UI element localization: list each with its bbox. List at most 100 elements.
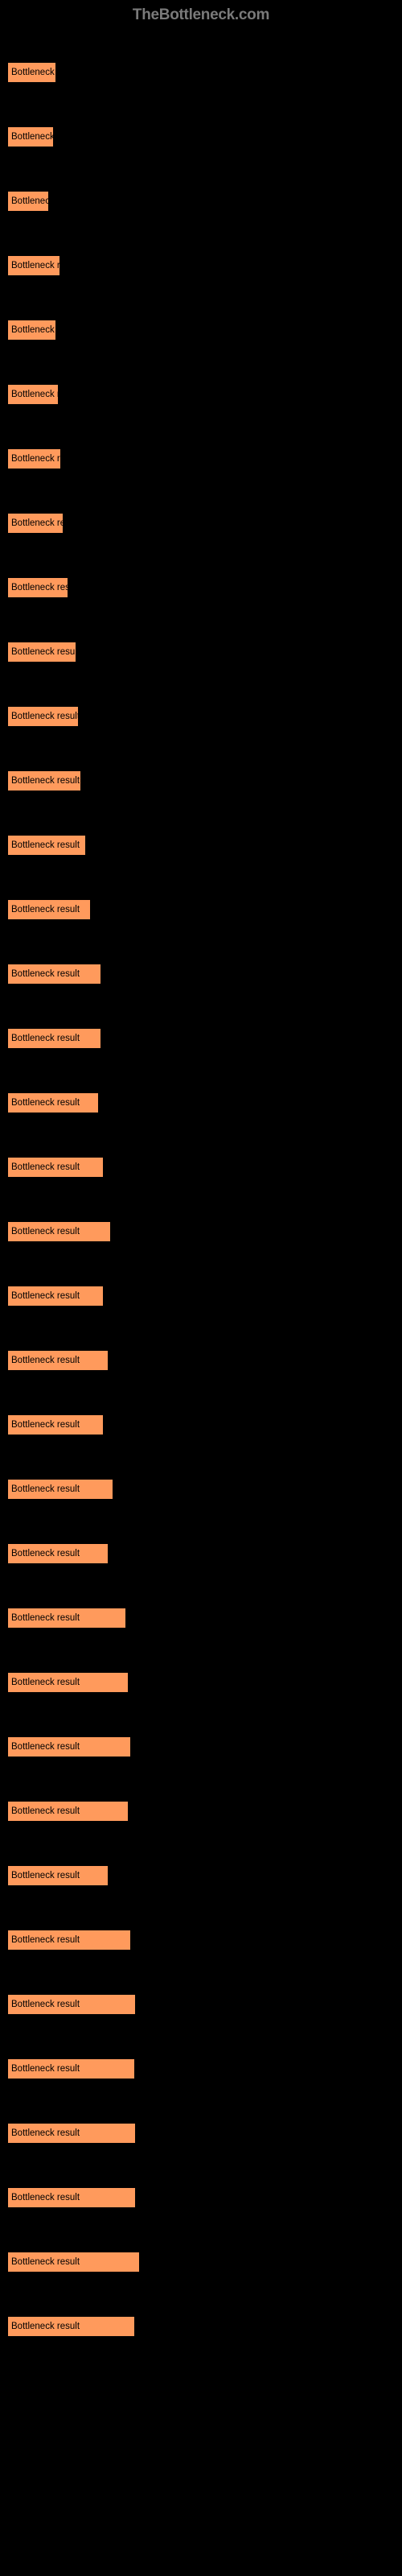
bar-caption: Bottleneck result of Intel Core2 Duo E85… (8, 1777, 394, 1798)
site-title: TheBottleneck.com (8, 6, 394, 24)
bar-track: Bottleneck result51% (8, 1995, 394, 2014)
bar-inner-label: Bottleneck result (11, 2124, 138, 2143)
bar-caption: Bottleneck result of Intel Core2 Duo E85… (8, 747, 394, 768)
bar-value: 40% (108, 1866, 131, 1885)
chart-row: Bottleneck result of Intel Core2 Duo E85… (8, 554, 394, 597)
bar-value: 38% (103, 1286, 126, 1306)
bar-inner-label: Bottleneck result (11, 385, 61, 404)
bar-track: Bottleneck result47% (8, 1608, 394, 1628)
bar-value: 41% (110, 1222, 133, 1241)
bar-value: 51% (135, 2124, 158, 2143)
bar-inner-label: Bottleneck result (11, 836, 88, 855)
bar-track: Bottleneck result28% (8, 707, 394, 726)
bar-value: 48% (128, 1673, 151, 1692)
bar-inner-label: Bottleneck result (11, 2188, 138, 2207)
bar-track: Bottleneck result36% (8, 1093, 394, 1113)
bar-caption: Bottleneck result of Intel Core2 Duo E85… (8, 2035, 394, 2056)
bar-caption: Bottleneck result of Intel Core2 Duo E85… (8, 2164, 394, 2185)
bar-caption: Bottleneck result of Intel Core2 Duo E85… (8, 940, 394, 961)
bar-caption: Bottleneck result of Intel Core2 Duo E85… (8, 811, 394, 832)
bar-inner-label: Bottleneck result (11, 449, 64, 469)
chart-row: Bottleneck result of Intel Core2 Duo E85… (8, 296, 394, 340)
bar-track: Bottleneck result49% (8, 1737, 394, 1757)
bar-inner-label: Bottleneck result (11, 1222, 113, 1241)
bar-track: Bottleneck result40% (8, 1544, 394, 1563)
bar-track: Bottleneck result42% (8, 1480, 394, 1499)
bar-caption: Bottleneck result of Intel Core2 Duo E85… (8, 489, 394, 510)
chart-row: Bottleneck result of Intel Core2 Duo E85… (8, 1069, 394, 1113)
bar-track: Bottleneck result49% (8, 1930, 394, 1950)
bar-value: 19% (55, 320, 79, 340)
bar-track: Bottleneck result20% (8, 385, 394, 404)
bar-inner-label: Bottleneck result (11, 1158, 106, 1177)
bar-value: 37% (100, 964, 124, 984)
bar-caption: Bottleneck result of Intel Core2 Duo E85… (8, 1520, 394, 1541)
bar-track: Bottleneck result19% (8, 320, 394, 340)
bar-value: 29% (80, 771, 104, 791)
chart-row: Bottleneck result of Intel Core2 Duo E85… (8, 2099, 394, 2143)
chart-row: Bottleneck result of Intel Core2 Duo E85… (8, 1133, 394, 1177)
bar-value: 36% (98, 1093, 121, 1113)
bar-inner-label: Bottleneck result (11, 2317, 137, 2336)
bar-value: 40% (108, 1351, 131, 1370)
chart-row: Bottleneck result of Intel Core2 Duo E85… (8, 618, 394, 662)
bar-track: Bottleneck result38% (8, 1158, 394, 1177)
bar-track: Bottleneck result48% (8, 1802, 394, 1821)
bar-track: Bottleneck result16% (8, 192, 394, 211)
bar-inner-label: Bottleneck result (11, 1608, 129, 1628)
chart-row: Bottleneck result of Intel Core2 Duo E85… (8, 1971, 394, 2014)
bar-inner-label: Bottleneck result (11, 707, 81, 726)
bar-value: 51% (135, 2188, 158, 2207)
bar-value: 48% (128, 1802, 151, 1821)
bar-inner-label: Bottleneck result (11, 1480, 116, 1499)
chart-row: Bottleneck result of Intel Core2 Duo E85… (8, 39, 394, 82)
bar-value: 49% (130, 1737, 154, 1757)
bar-value: 20.5% (59, 256, 91, 275)
chart-row: Bottleneck result of Intel Core2 Duo E85… (8, 1584, 394, 1628)
bar-inner-label: Bottleneck result (11, 900, 93, 919)
chart-row: Bottleneck result of Intel Core2 Duo E85… (8, 1906, 394, 1950)
bar-caption: Bottleneck result of Intel Core2 Duo E85… (8, 103, 394, 124)
bar-caption: Bottleneck result of Intel Core2 Duo E85… (8, 361, 394, 382)
bar-caption: Bottleneck result of Intel Core2 Duo E85… (8, 2099, 394, 2120)
bar-caption: Bottleneck result of Intel Core2 Duo E85… (8, 1327, 394, 1348)
bar-caption: Bottleneck result of Intel Core2 Duo E85… (8, 1455, 394, 1476)
chart-row: Bottleneck result of Intel Core2 Duo E85… (8, 2293, 394, 2336)
bar-value: 47% (125, 1608, 149, 1628)
bar-track: Bottleneck result24% (8, 578, 394, 597)
bar-track: Bottleneck result50.5% (8, 2317, 394, 2336)
bar-caption: Bottleneck result of Intel Core2 Duo E85… (8, 425, 394, 446)
bar-caption: Bottleneck result of Intel Core2 Duo E85… (8, 2293, 394, 2314)
bar-caption: Bottleneck result of Intel Core2 Duo E85… (8, 683, 394, 704)
bar-inner-label: Bottleneck result (11, 1544, 111, 1563)
chart-row: Bottleneck result of Intel Core2 Duo E85… (8, 489, 394, 533)
bar-track: Bottleneck result31% (8, 836, 394, 855)
bar-inner-label: Bottleneck result (11, 771, 84, 791)
chart-row: Bottleneck result of Intel Core2 Duo E85… (8, 683, 394, 726)
bar-caption: Bottleneck result of Intel Core2 Duo E85… (8, 1133, 394, 1154)
chart-row: Bottleneck result of Intel Core2 Duo E85… (8, 103, 394, 147)
bar-inner-label: Bottleneck result (11, 63, 59, 82)
chart-row: Bottleneck result of Intel Core2 Duo E85… (8, 1713, 394, 1757)
chart-row: Bottleneck result of Intel Core2 Duo E85… (8, 1649, 394, 1692)
chart-row: Bottleneck result of Intel Core2 Duo E85… (8, 2035, 394, 2079)
chart-row: Bottleneck result of Intel Core2 Duo E85… (8, 747, 394, 791)
bar-inner-label: Bottleneck result (11, 1995, 138, 2014)
bar-caption: Bottleneck result of Intel Core2 Duo E85… (8, 1005, 394, 1026)
bar-value: 33% (90, 900, 113, 919)
bar-caption: Bottleneck result of Intel Core2 Duo E85… (8, 167, 394, 188)
bar-value: 21% (60, 449, 84, 469)
bar-inner-label: Bottleneck result (11, 1286, 106, 1306)
bar-caption: Bottleneck result of Intel Core2 Duo E85… (8, 1069, 394, 1090)
bar-value: 37% (100, 1029, 124, 1048)
bar-caption: Bottleneck result of Intel Core2 Duo E85… (8, 296, 394, 317)
bar-caption: Bottleneck result of Intel Core2 Duo E85… (8, 1906, 394, 1927)
bar-value: 40% (108, 1544, 131, 1563)
bar-track: Bottleneck result40% (8, 1866, 394, 1885)
bar-caption: Bottleneck result of Intel Core2 Duo E85… (8, 232, 394, 253)
bar-value: 28% (78, 707, 101, 726)
bar-track: Bottleneck result38% (8, 1415, 394, 1435)
bar-inner-label: Bottleneck result (11, 1802, 131, 1821)
bar-value: 38% (103, 1415, 126, 1435)
chart-row: Bottleneck result of Intel Core2 Duo E85… (8, 167, 394, 211)
